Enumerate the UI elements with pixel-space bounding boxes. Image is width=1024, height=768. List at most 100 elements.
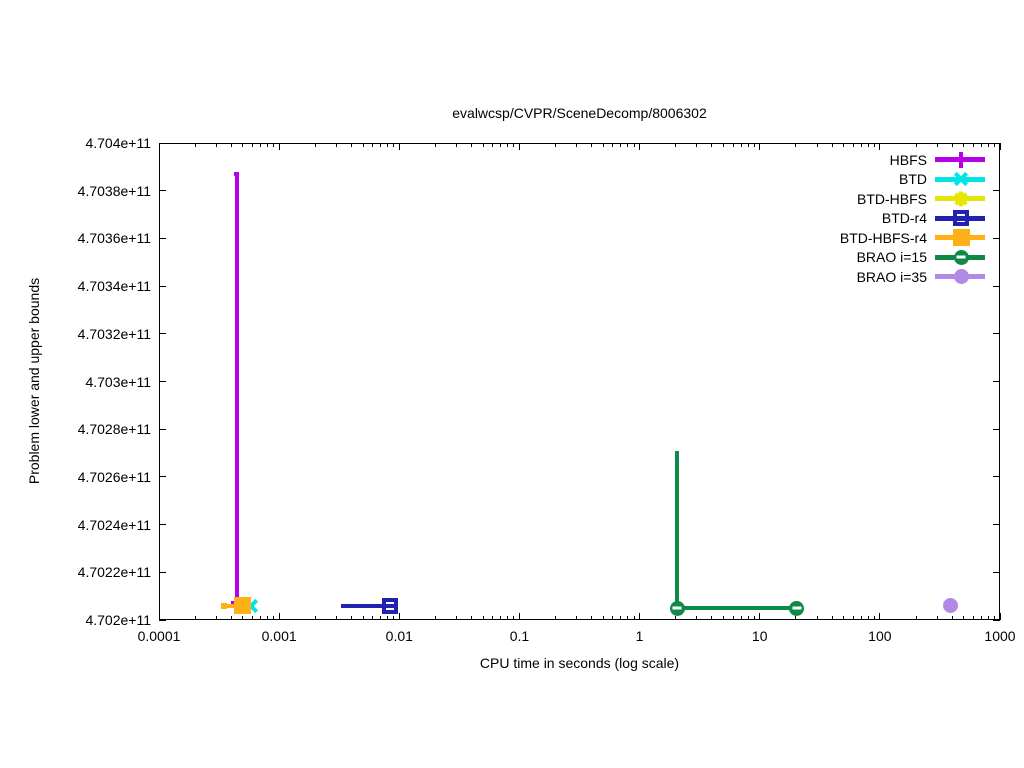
x-minor-tick bbox=[963, 616, 965, 620]
x-minor-tick bbox=[633, 616, 635, 620]
legend-marker-brao-i-35 bbox=[953, 269, 969, 284]
x-minor-tick bbox=[456, 616, 458, 620]
x-minor-tick-top bbox=[372, 143, 374, 147]
y-tick-label: 4.7032e+11 bbox=[77, 325, 151, 342]
x-minor-tick-top bbox=[273, 143, 275, 147]
x-minor-tick-top bbox=[675, 143, 677, 147]
x-major-tick bbox=[278, 613, 280, 620]
x-minor-tick-top bbox=[387, 143, 389, 147]
x-minor-tick bbox=[915, 616, 917, 620]
x-minor-tick bbox=[500, 616, 502, 620]
btd-hbfs-r4-line bbox=[224, 603, 243, 608]
x-major-tick-top bbox=[518, 143, 520, 150]
y-major-tick-right bbox=[993, 619, 1000, 621]
x-major-tick-top bbox=[879, 143, 881, 150]
y-major-tick bbox=[159, 476, 166, 478]
x-major-tick-top bbox=[278, 143, 280, 150]
x-minor-tick bbox=[266, 616, 268, 620]
x-minor-tick bbox=[251, 616, 253, 620]
x-minor-tick bbox=[260, 616, 262, 620]
btd-hbfs-r4-marker bbox=[221, 602, 228, 609]
y-major-tick bbox=[159, 381, 166, 382]
legend-label-btd-r4: BTD-r4 bbox=[881, 210, 927, 226]
x-minor-tick bbox=[860, 616, 862, 620]
x-minor-tick bbox=[242, 616, 244, 620]
x-minor-tick bbox=[602, 616, 604, 620]
y-major-tick bbox=[159, 285, 166, 287]
btd-r4-marker bbox=[382, 597, 399, 614]
x-minor-tick-top bbox=[732, 143, 734, 147]
x-minor-tick bbox=[387, 616, 389, 620]
x-major-tick-top bbox=[158, 143, 160, 150]
legend-marker-btd-r4 bbox=[953, 210, 969, 226]
x-minor-tick-top bbox=[915, 143, 917, 147]
marker-dash bbox=[956, 255, 966, 259]
btd-r4-line bbox=[341, 603, 397, 608]
y-major-tick-right bbox=[993, 571, 1000, 573]
x-tick-label: 1 bbox=[635, 628, 644, 644]
x-minor-tick-top bbox=[434, 143, 436, 147]
x-minor-tick-top bbox=[482, 143, 484, 147]
y-major-tick-right bbox=[993, 142, 1000, 144]
x-minor-tick-top bbox=[591, 143, 593, 147]
y-major-tick bbox=[159, 619, 166, 621]
x-minor-tick bbox=[711, 616, 713, 620]
y-major-tick bbox=[159, 524, 166, 526]
y-major-tick bbox=[159, 142, 166, 144]
x-minor-tick-top bbox=[795, 143, 797, 147]
x-major-tick bbox=[398, 613, 400, 620]
y-tick-label: 4.7038e+11 bbox=[77, 182, 151, 199]
brao-i-15-marker bbox=[669, 600, 685, 616]
x-minor-tick-top bbox=[873, 143, 875, 147]
legend-label-hbfs: HBFS bbox=[889, 151, 927, 168]
x-major-tick bbox=[158, 613, 160, 620]
x-minor-tick bbox=[471, 616, 473, 620]
y-tick-label: 4.7036e+11 bbox=[77, 230, 151, 247]
x-minor-tick bbox=[936, 616, 938, 620]
x-tick-label: 0.1 bbox=[509, 628, 530, 644]
x-minor-tick bbox=[350, 616, 352, 620]
y-major-tick-right bbox=[993, 237, 1000, 239]
legend-label-btd-hbfs-r4: BTD-HBFS-r4 bbox=[839, 229, 927, 246]
x-minor-tick-top bbox=[627, 143, 629, 147]
x-minor-tick bbox=[843, 616, 845, 620]
x-minor-tick bbox=[492, 616, 494, 620]
x-minor-tick-top bbox=[843, 143, 845, 147]
x-tick-label: 0.001 bbox=[261, 628, 297, 644]
hbfs-line bbox=[235, 174, 240, 606]
x-major-tick-top bbox=[639, 143, 641, 150]
x-minor-tick-top bbox=[987, 143, 989, 147]
x-minor-tick-top bbox=[251, 143, 253, 147]
x-minor-tick bbox=[215, 616, 217, 620]
x-minor-tick-top bbox=[723, 143, 725, 147]
y-major-tick-right bbox=[993, 285, 1000, 287]
legend-marker-brao-i-15 bbox=[953, 249, 969, 265]
legend-label-btd-hbfs: BTD-HBFS bbox=[857, 190, 927, 207]
y-tick-label: 4.7028e+11 bbox=[77, 421, 151, 438]
x-major-tick bbox=[759, 613, 761, 620]
x-minor-tick bbox=[372, 616, 374, 620]
marker-dash bbox=[672, 606, 682, 610]
x-minor-tick-top bbox=[260, 143, 262, 147]
y-major-tick bbox=[159, 428, 166, 430]
x-minor-tick bbox=[555, 616, 557, 620]
legend-label-brao-i-35: BRAO i=35 bbox=[856, 268, 927, 285]
x-minor-tick-top bbox=[633, 143, 635, 147]
chart-title: evalwcsp/CVPR/SceneDecomp/8006302 bbox=[452, 105, 707, 121]
x-minor-tick bbox=[867, 616, 869, 620]
x-minor-tick bbox=[620, 616, 622, 620]
x-minor-tick bbox=[335, 616, 337, 620]
x-minor-tick bbox=[972, 616, 974, 620]
legend-label-btd: BTD bbox=[899, 171, 927, 187]
x-minor-tick-top bbox=[936, 143, 938, 147]
x-minor-tick-top bbox=[513, 143, 515, 147]
marker-bar bbox=[959, 151, 963, 168]
x-major-tick-top bbox=[999, 143, 1001, 150]
y-major-tick-right bbox=[993, 524, 1000, 526]
x-minor-tick-top bbox=[747, 143, 749, 147]
x-minor-tick bbox=[951, 616, 953, 620]
btd-hbfs-r4-marker bbox=[234, 597, 252, 615]
x-minor-tick-top bbox=[492, 143, 494, 147]
x-minor-tick bbox=[513, 616, 515, 620]
